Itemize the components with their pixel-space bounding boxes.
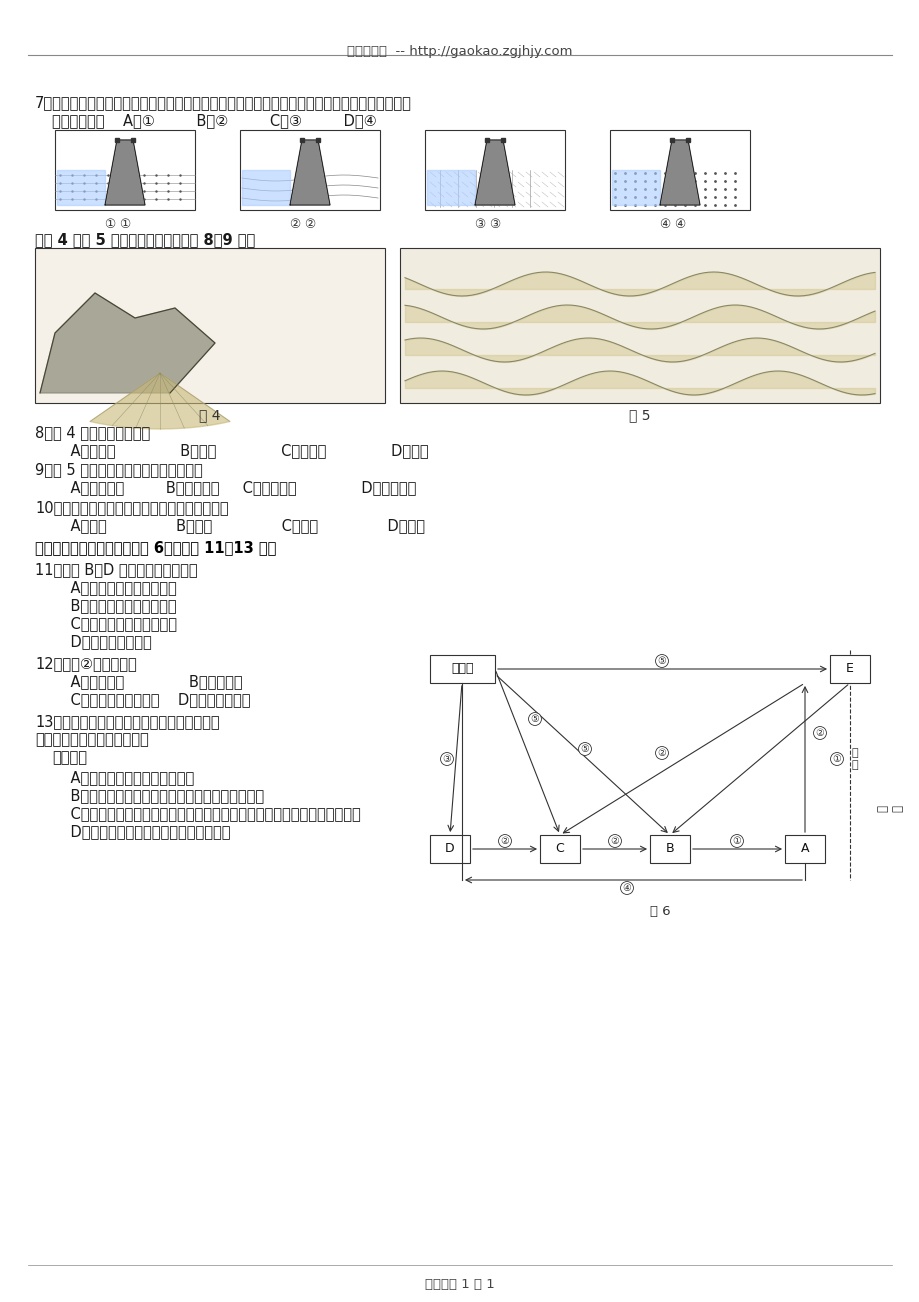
Text: 环，这个循环过程不能导致的: 环，这个循环过程不能导致的 (35, 732, 149, 747)
Text: A．形成地球上丰富的矿产资源: A．形成地球上丰富的矿产资源 (52, 769, 194, 785)
Text: C．上升冷却凝固作用    D．重熔再生作用: C．上升冷却凝固作用 D．重熔再生作用 (52, 691, 250, 707)
Text: 13．岩石圈的物质循环是自然界重要的物质循: 13．岩石圈的物质循环是自然界重要的物质循 (35, 713, 220, 729)
Text: 结果是：: 结果是： (52, 750, 87, 766)
Polygon shape (57, 171, 105, 204)
Text: ②: ② (500, 836, 509, 846)
Text: 9．图 5 所示地貌，其形成原因主要是：: 9．图 5 所示地貌，其形成原因主要是： (35, 462, 202, 477)
Bar (609, 130, 749, 210)
Text: ④: ④ (622, 883, 630, 893)
Text: 宜建坝的是：    A．①         B．②         C．③         D．④: 宜建坝的是： A．① B．② C．③ D．④ (52, 113, 377, 128)
Text: ①: ① (119, 217, 130, 230)
Bar (55, 130, 195, 210)
Text: 图 6: 图 6 (649, 905, 670, 918)
Text: ②: ② (289, 217, 301, 230)
Text: C．实现地区之间、圈层之间的物质交换和能量传输，从而改变地表的环境: C．实现地区之间、圈层之间的物质交换和能量传输，从而改变地表的环境 (52, 806, 360, 822)
Text: ①: ① (732, 836, 741, 846)
Text: E: E (845, 663, 853, 676)
Text: 读图 4 和图 5 所示的两种地貌，回答 8～9 题。: 读图 4 和图 5 所示的两种地貌，回答 8～9 题。 (35, 232, 255, 247)
Polygon shape (474, 141, 515, 204)
Bar (429, 835, 470, 863)
Text: 地
幔: 地 幔 (875, 806, 903, 812)
Text: ②: ② (304, 217, 315, 230)
Bar (650, 835, 689, 863)
Polygon shape (105, 141, 145, 204)
Text: 7．选择坝址是修建水库的关键之一。下图中所示四种方案，构造稳定，地基稳定，且坚实，最适: 7．选择坝址是修建水库的关键之一。下图中所示四种方案，构造稳定，地基稳定，且坚实… (35, 95, 412, 109)
Text: 读岩石圈物质循环示意图（图 6），回答 11～13 题。: 读岩石圈物质循环示意图（图 6），回答 11～13 题。 (35, 540, 276, 555)
Bar (429, 655, 494, 684)
Bar (539, 835, 579, 863)
Text: 10．造成黄土高原地表千沟万壑的主要外力是：: 10．造成黄土高原地表千沟万壑的主要外力是： (35, 500, 229, 516)
Text: B．改变地表的形态，塑造出千姿百态的自然景观: B．改变地表的形态，塑造出千姿百态的自然景观 (52, 788, 264, 803)
Text: ④: ④ (674, 217, 685, 230)
Text: ⑤: ⑤ (530, 713, 539, 724)
Polygon shape (40, 293, 215, 393)
Text: A．侵入型岩浆岩、沉积岩: A．侵入型岩浆岩、沉积岩 (52, 579, 176, 595)
Text: 沉积物: 沉积物 (450, 663, 473, 676)
Text: ②: ② (657, 749, 665, 758)
Text: A．三角洲              B．沙丘              C．冲积扇              D．沙丘: A．三角洲 B．沙丘 C．冲积扇 D．沙丘 (52, 443, 428, 458)
Text: B: B (665, 842, 674, 855)
Text: 喷
出: 喷 出 (851, 749, 857, 769)
Text: 12．图中②表示的是：: 12．图中②表示的是： (35, 656, 137, 671)
Bar (425, 130, 564, 210)
Text: C: C (555, 842, 563, 855)
Text: A: A (800, 842, 809, 855)
Bar (240, 130, 380, 210)
Text: 11．图中 B、D 代表的岩石分别是：: 11．图中 B、D 代表的岩石分别是： (35, 562, 198, 577)
Bar (784, 835, 824, 863)
Text: 图 4: 图 4 (199, 408, 221, 422)
Text: B．沉积岩、侵入型岩浆岩: B．沉积岩、侵入型岩浆岩 (52, 598, 176, 613)
Text: ②: ② (610, 836, 618, 846)
Text: 京翰教育 1 对 1: 京翰教育 1 对 1 (425, 1279, 494, 1292)
Text: ①: ① (104, 217, 116, 230)
Text: ⑤: ⑤ (657, 656, 665, 667)
Text: A．风力               B．冰川               C．流水               D．植物: A．风力 B．冰川 C．流水 D．植物 (52, 518, 425, 533)
Text: 京翰高考网  -- http://gaokao.zgjhjy.com: 京翰高考网 -- http://gaokao.zgjhjy.com (346, 46, 573, 59)
Text: ①: ① (832, 754, 841, 764)
Polygon shape (611, 171, 659, 204)
Polygon shape (242, 171, 289, 204)
Text: D．沉积岩、变质岩: D．沉积岩、变质岩 (52, 634, 152, 648)
Polygon shape (426, 171, 474, 204)
Bar (829, 655, 869, 684)
Text: C．变质岩、喷出型岩浆岩: C．变质岩、喷出型岩浆岩 (52, 616, 176, 631)
Text: D．通过大量的输送热能来改变大气运动: D．通过大量的输送热能来改变大气运动 (52, 824, 231, 838)
Polygon shape (659, 141, 699, 204)
Text: ③: ③ (474, 217, 485, 230)
Text: A．外力作用              B．变质作用: A．外力作用 B．变质作用 (52, 674, 243, 689)
Text: ③: ③ (442, 754, 451, 764)
Text: 图 5: 图 5 (629, 408, 650, 422)
Bar (400, 247, 879, 404)
Bar (35, 247, 384, 404)
Text: ④: ④ (659, 217, 670, 230)
Text: A．流水侵蚀         B．风力沉积     C．风力侵蚀              D．流水沉积: A．流水侵蚀 B．风力沉积 C．风力侵蚀 D．流水沉积 (52, 480, 416, 495)
Polygon shape (90, 372, 230, 428)
Text: ③: ③ (489, 217, 500, 230)
Polygon shape (289, 141, 330, 204)
Text: ②: ② (815, 728, 823, 738)
Text: D: D (445, 842, 454, 855)
Text: 8．图 4 所示地貌名称为：: 8．图 4 所示地貌名称为： (35, 424, 150, 440)
Text: ⑤: ⑤ (580, 743, 589, 754)
